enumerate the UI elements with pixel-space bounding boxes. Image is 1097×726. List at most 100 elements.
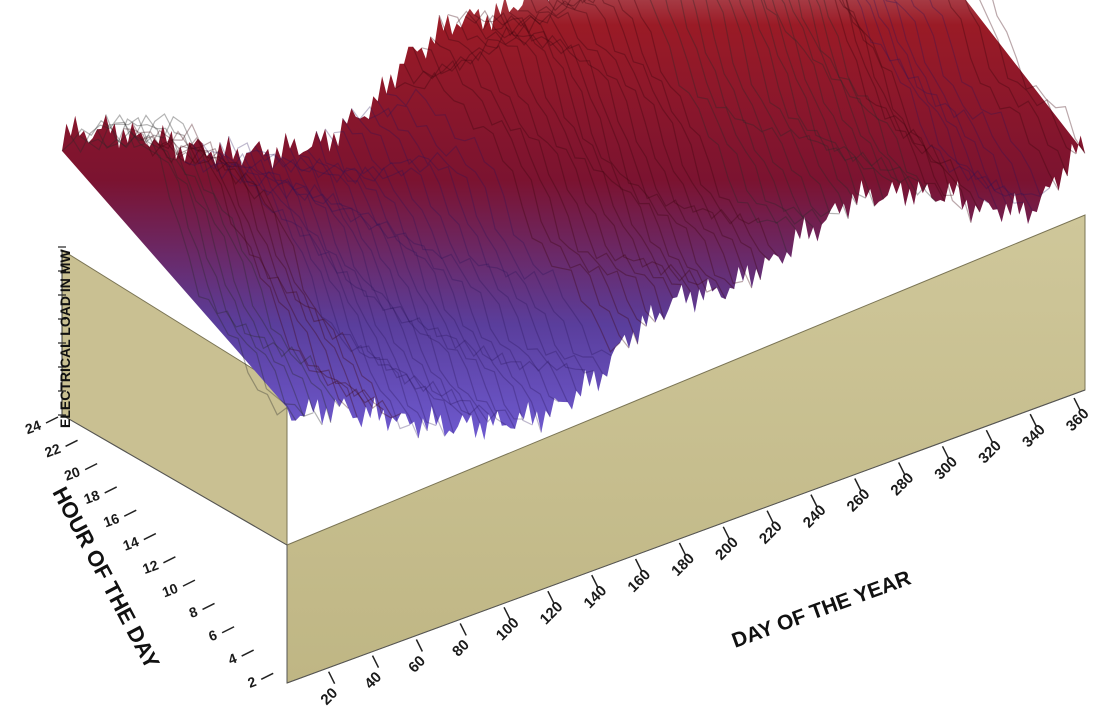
load-axis bbox=[58, 246, 66, 416]
surface-ridge-line bbox=[324, 128, 551, 418]
y-tick-label: 2 bbox=[245, 673, 258, 691]
y-tick-mark bbox=[84, 462, 98, 471]
surface-ridge-line bbox=[815, 0, 928, 196]
x-tick-label: 340 bbox=[1019, 421, 1049, 451]
z-axis-title: ELECTRICAL LOAD IN MW bbox=[57, 249, 73, 428]
x-tick-label: 140 bbox=[581, 582, 611, 612]
y-tick-label: 22 bbox=[42, 440, 62, 460]
surface-ridge-line bbox=[499, 13, 727, 300]
surface-ridge-line bbox=[438, 14, 665, 321]
surface-ridge-line bbox=[201, 142, 428, 432]
y-tick-label: 12 bbox=[140, 557, 160, 577]
surface-ridge-line bbox=[845, 0, 954, 197]
surface-ridge-line bbox=[342, 117, 569, 403]
surface-ridge-line bbox=[705, 0, 823, 225]
surface-ridge-line bbox=[377, 100, 604, 375]
surface-ridge-line bbox=[865, 0, 998, 210]
surface-ridge-line bbox=[491, 14, 717, 293]
surface-ridge-line bbox=[219, 142, 446, 437]
surface-ridge-line bbox=[298, 154, 524, 420]
surface-ridge-line bbox=[315, 130, 542, 433]
surface-ridge-line bbox=[473, 12, 700, 290]
y-tick-mark bbox=[65, 439, 78, 447]
surface-ridge-line bbox=[823, 0, 937, 203]
surface-ridge-line bbox=[289, 148, 516, 429]
y-tick-mark bbox=[221, 626, 235, 634]
y-tick-mark bbox=[202, 602, 215, 611]
y-tick-mark bbox=[45, 416, 59, 424]
surface-ridge-line bbox=[149, 129, 376, 404]
y-tick-label: 10 bbox=[160, 580, 180, 600]
surface-ridge-line bbox=[530, 0, 753, 289]
y-tick-label: 4 bbox=[226, 650, 239, 668]
surface-ridge-line bbox=[739, 0, 849, 220]
x-tick-mark bbox=[854, 478, 862, 491]
surface-ridge-line bbox=[412, 46, 639, 345]
x-tick-label: 280 bbox=[887, 470, 917, 500]
surface-ridge-line bbox=[307, 149, 533, 426]
y-tick-label: 20 bbox=[62, 463, 82, 483]
surface-ridge-line bbox=[79, 116, 305, 417]
x-tick-mark bbox=[985, 429, 994, 443]
load-surface bbox=[62, 0, 1085, 440]
surface-ridge-line bbox=[359, 105, 586, 371]
x-tick-mark bbox=[634, 558, 643, 572]
surface-ridge-line bbox=[61, 119, 288, 416]
surface-ridge-line bbox=[246, 149, 472, 416]
y-tick-mark bbox=[241, 649, 254, 657]
surface-ridge-line bbox=[394, 71, 621, 353]
y-tick-label: 18 bbox=[82, 487, 102, 507]
x-tick-label: 360 bbox=[1063, 405, 1093, 435]
x-tick-label: 40 bbox=[361, 669, 385, 693]
x-tick-label: 200 bbox=[712, 534, 742, 564]
x-tick-label: 80 bbox=[449, 636, 473, 660]
x-tick-label: 20 bbox=[317, 685, 341, 709]
surface-ridge-line bbox=[561, 0, 770, 262]
y-tick-mark bbox=[182, 579, 196, 587]
x-tick-label: 60 bbox=[405, 653, 429, 677]
x-tick-label: 260 bbox=[844, 486, 874, 516]
y-tick-label: 16 bbox=[101, 510, 121, 530]
x-tick-mark bbox=[459, 623, 467, 636]
surface-ridge-line bbox=[105, 113, 332, 423]
surface-ridge-line bbox=[123, 123, 349, 409]
surface-ridge-line bbox=[166, 136, 393, 418]
y-tick-label: 8 bbox=[187, 603, 200, 621]
surface-ridge-line bbox=[893, 0, 1033, 212]
surface-ridge-line bbox=[158, 130, 384, 411]
surface-ridge-line bbox=[788, 0, 902, 183]
surface-ridge-line bbox=[272, 156, 498, 423]
surface-ridge-line bbox=[580, 0, 779, 257]
surface-ridge-line bbox=[760, 0, 867, 199]
x-tick-mark bbox=[722, 526, 730, 540]
surface-ridge-line bbox=[929, 0, 1051, 197]
x-tick-mark bbox=[1073, 397, 1081, 411]
x-tick-mark bbox=[810, 494, 818, 507]
surface-ridge-line bbox=[665, 0, 797, 230]
left-edge-line bbox=[61, 414, 288, 546]
x-tick-label: 180 bbox=[668, 550, 698, 580]
surface-ridge-line bbox=[280, 156, 507, 426]
surface-ridge-line bbox=[781, 0, 893, 183]
x-tick-label: 160 bbox=[624, 566, 654, 596]
surface-ridge-line bbox=[263, 153, 490, 416]
x-tick-mark bbox=[415, 639, 424, 652]
x-tick-label: 300 bbox=[931, 453, 961, 483]
surface-ridge-line bbox=[834, 0, 946, 202]
surface-ridge-line bbox=[992, 0, 1086, 154]
y-tick-label: 24 bbox=[23, 417, 43, 437]
surface-ridge-line bbox=[175, 148, 402, 419]
surface-ridge-line bbox=[797, 0, 911, 190]
y-tick-mark bbox=[123, 509, 137, 517]
surface-ridge-line bbox=[728, 0, 840, 215]
surface-ridge-line bbox=[368, 107, 595, 374]
x-tick-mark bbox=[503, 606, 511, 620]
x-tick-mark bbox=[547, 590, 555, 604]
surface-ridge-line bbox=[386, 88, 612, 357]
surface-ridge-line bbox=[873, 0, 1007, 205]
surface-ridge-line bbox=[883, 0, 1015, 197]
surface-ridge-line bbox=[508, 11, 735, 290]
surface-ridge-line bbox=[140, 131, 367, 408]
surface-ridge-line bbox=[421, 47, 647, 327]
